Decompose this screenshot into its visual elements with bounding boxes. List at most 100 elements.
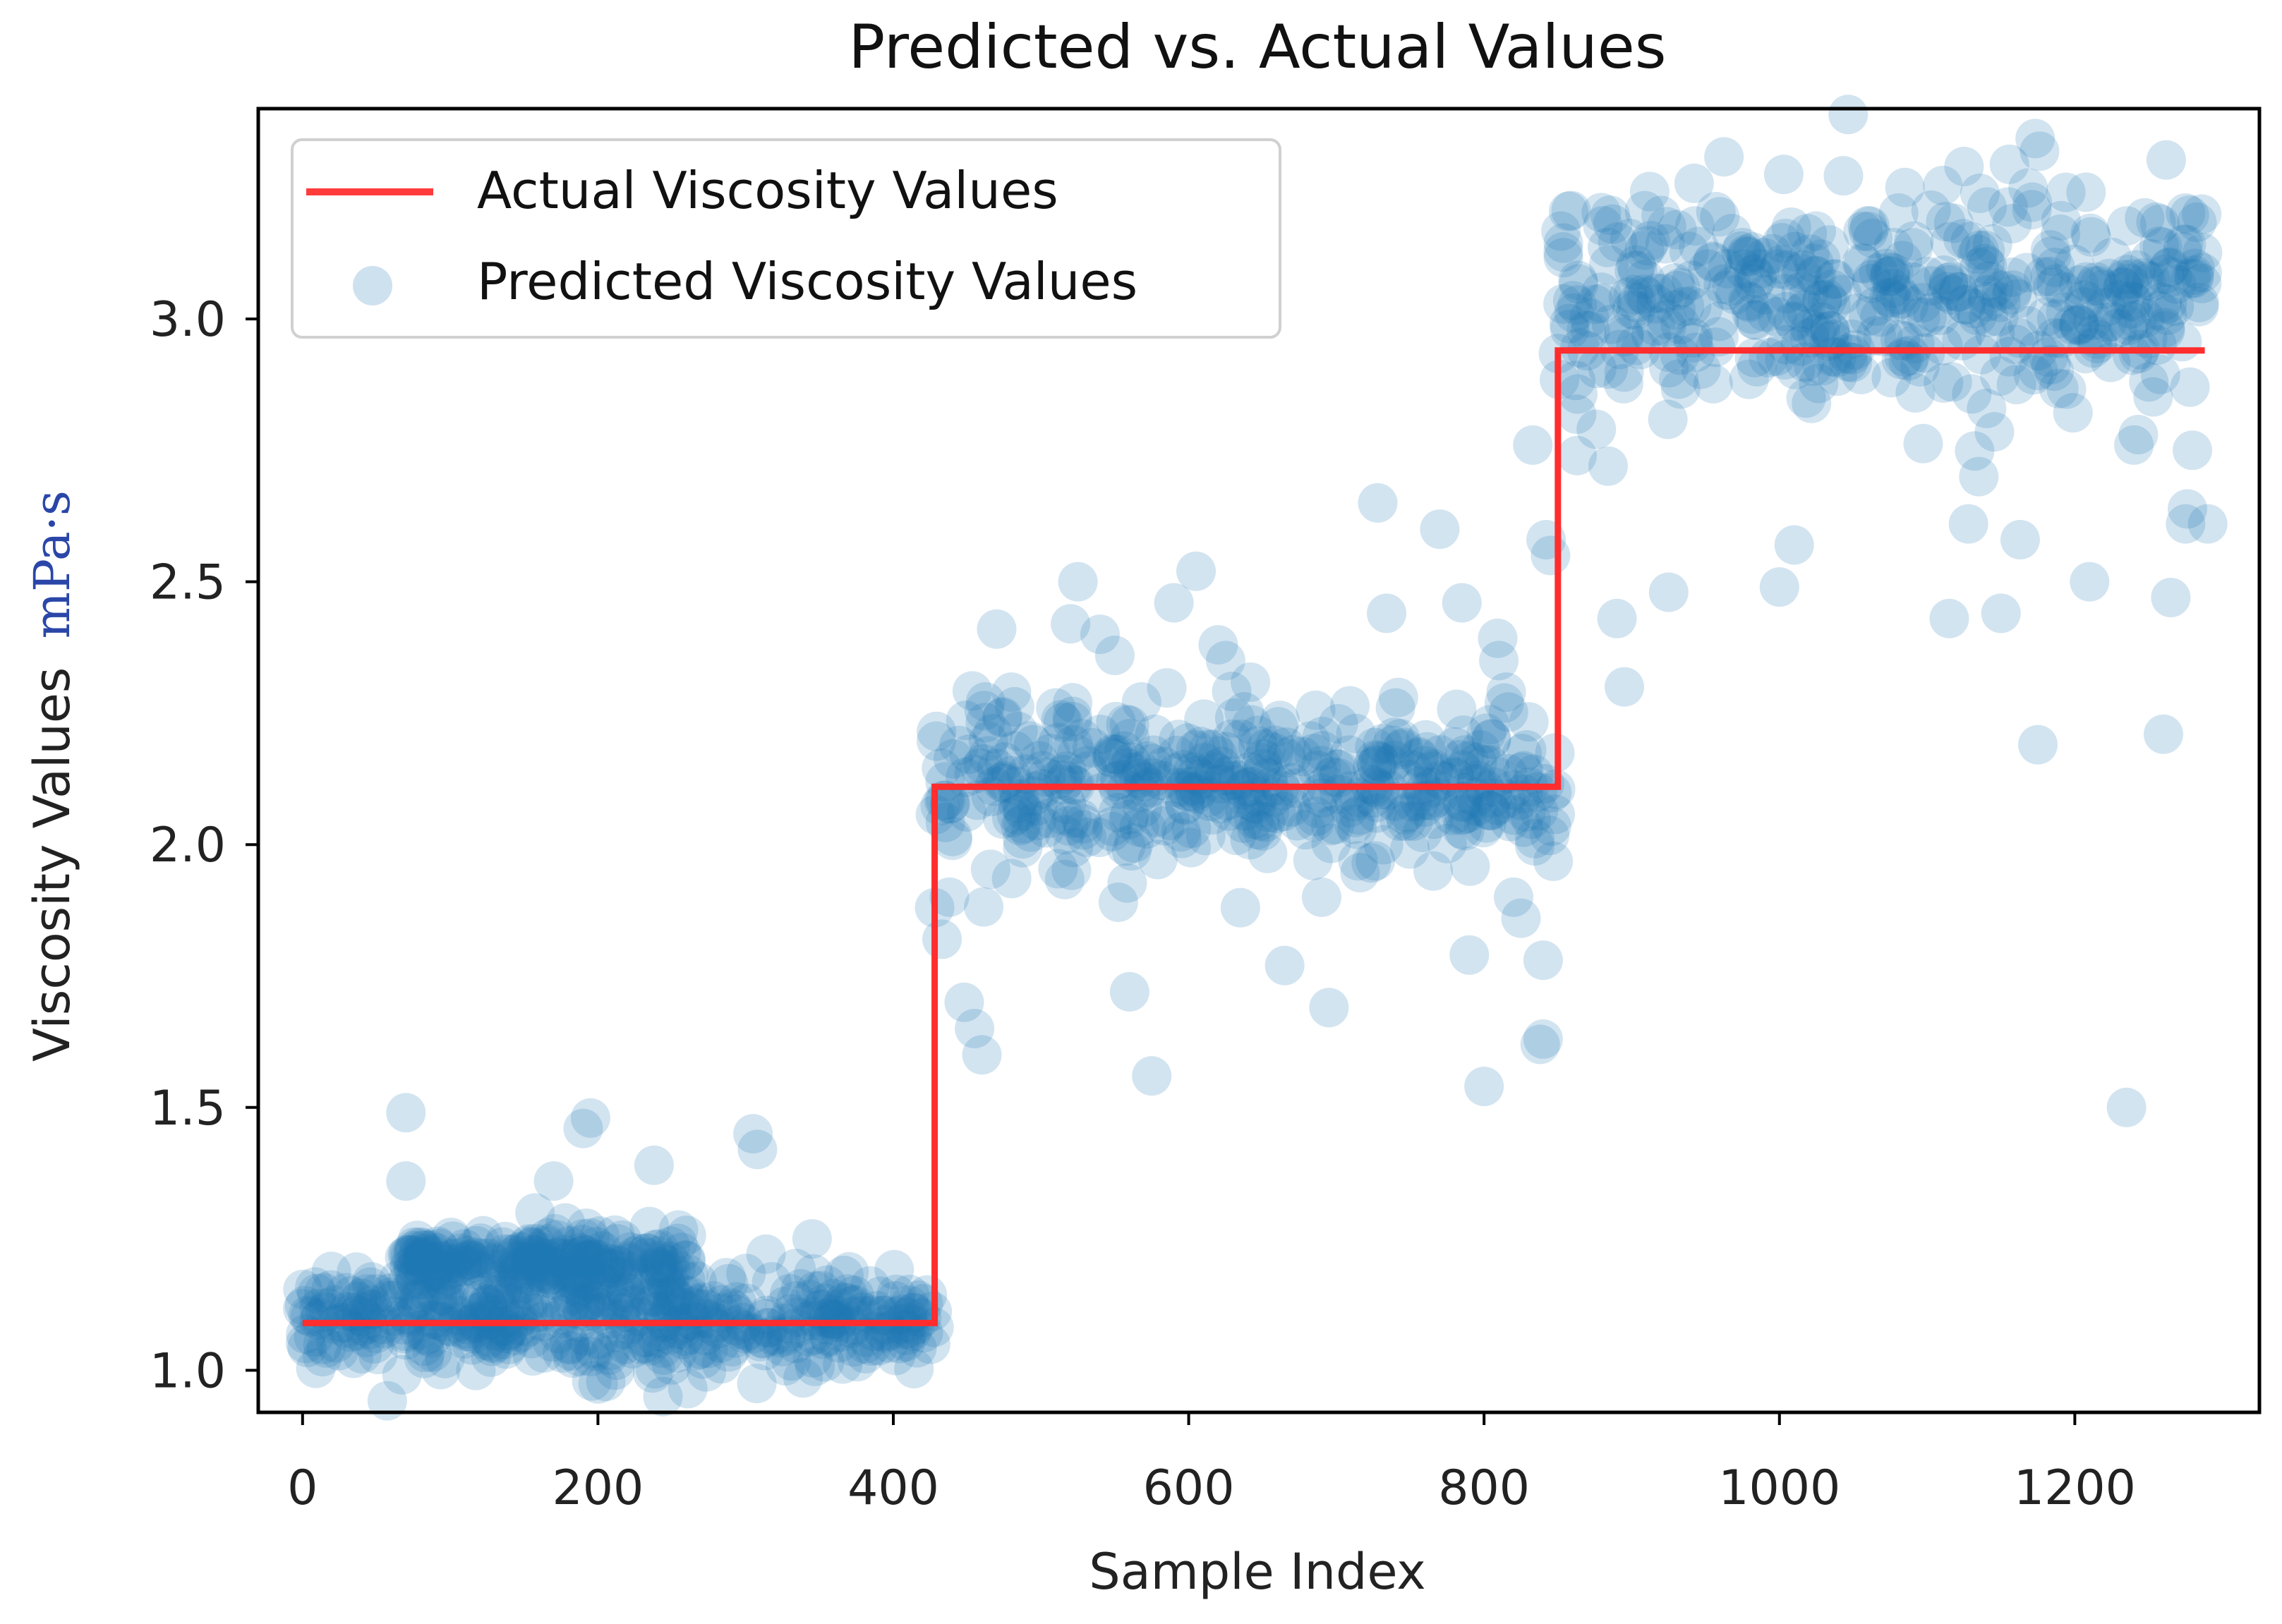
- predicted-point: [337, 1281, 378, 1321]
- predicted-point: [1850, 206, 1890, 246]
- legend-box: [291, 138, 1281, 339]
- predicted-point: [620, 1296, 660, 1336]
- predicted-point: [1566, 310, 1607, 351]
- predicted-point: [477, 1283, 517, 1323]
- predicted-point: [1254, 732, 1294, 772]
- predicted-point: [1732, 294, 1772, 334]
- predicted-point: [1407, 732, 1447, 772]
- predicted-point: [1841, 354, 1881, 394]
- predicted-point: [662, 1309, 702, 1350]
- predicted-point: [1052, 696, 1092, 737]
- predicted-point: [708, 1264, 749, 1304]
- predicted-point: [1660, 369, 1701, 409]
- predicted-point: [1249, 792, 1289, 832]
- predicted-point: [1303, 731, 1343, 771]
- predicted-point: [471, 1326, 512, 1367]
- predicted-point: [1195, 752, 1235, 792]
- predicted-point: [1967, 187, 2007, 227]
- predicted-point: [1696, 192, 1736, 232]
- predicted-point: [1587, 227, 1627, 267]
- predicted-outlier-point: [386, 1161, 426, 1201]
- predicted-point: [1464, 744, 1504, 784]
- predicted-point: [1053, 683, 1093, 723]
- predicted-outlier-point: [634, 1145, 674, 1185]
- predicted-point: [297, 1273, 337, 1314]
- predicted-point: [1144, 746, 1184, 787]
- x-tick-label: 0: [287, 1460, 318, 1516]
- predicted-point: [389, 1297, 429, 1338]
- predicted-outlier-point: [1036, 688, 1076, 728]
- predicted-point: [513, 1336, 553, 1376]
- predicted-point: [1316, 749, 1356, 789]
- predicted-point: [1612, 289, 1653, 329]
- predicted-point: [829, 1252, 869, 1292]
- predicted-point: [1732, 232, 1773, 272]
- y-tick-label: 2.0: [150, 818, 226, 873]
- predicted-point: [1726, 236, 1766, 277]
- predicted-point: [287, 1327, 327, 1367]
- predicted-point: [2033, 267, 2073, 308]
- predicted-point: [770, 1273, 810, 1314]
- predicted-point: [627, 1237, 667, 1278]
- predicted-point: [1557, 285, 1598, 325]
- predicted-point: [1852, 260, 1892, 300]
- predicted-point: [397, 1288, 437, 1328]
- predicted-point: [1386, 801, 1426, 842]
- predicted-point: [1243, 739, 1284, 779]
- predicted-point: [890, 1309, 930, 1349]
- predicted-point: [665, 1260, 706, 1300]
- predicted-point: [2130, 239, 2171, 279]
- predicted-point: [1171, 828, 1211, 868]
- predicted-point: [574, 1240, 614, 1280]
- predicted-point: [930, 784, 970, 824]
- predicted-point: [553, 1282, 593, 1322]
- predicted-point: [454, 1247, 494, 1287]
- predicted-point: [1557, 394, 1597, 435]
- predicted-point: [2123, 258, 2163, 298]
- predicted-point: [416, 1232, 457, 1273]
- predicted-point: [1194, 749, 1234, 789]
- predicted-point: [1413, 851, 1454, 891]
- predicted-point: [1231, 752, 1271, 792]
- predicted-point: [653, 1277, 693, 1317]
- predicted-point: [621, 1324, 661, 1364]
- predicted-point: [1624, 190, 1665, 231]
- predicted-point: [672, 1287, 713, 1327]
- predicted-point: [1548, 191, 1588, 231]
- predicted-point: [1581, 272, 1622, 313]
- predicted-point: [412, 1332, 452, 1372]
- predicted-point: [677, 1261, 717, 1302]
- predicted-outlier-point: [1597, 598, 1637, 638]
- predicted-point: [469, 1284, 509, 1324]
- predicted-point: [1672, 286, 1712, 326]
- predicted-point: [2113, 259, 2153, 299]
- predicted-point: [485, 1221, 526, 1261]
- predicted-outlier-point: [533, 1161, 574, 1201]
- predicted-outlier-point: [1367, 593, 1407, 634]
- predicted-point: [582, 1231, 622, 1271]
- predicted-point: [573, 1261, 613, 1302]
- predicted-point: [1998, 279, 2038, 319]
- predicted-point: [1712, 214, 1752, 254]
- predicted-point: [1965, 243, 2005, 284]
- predicted-point: [1413, 751, 1453, 792]
- predicted-point: [1771, 207, 1811, 248]
- predicted-outlier-point: [1154, 583, 1194, 623]
- predicted-point: [342, 1333, 382, 1374]
- predicted-point: [1098, 882, 1138, 922]
- predicted-point: [2046, 292, 2086, 332]
- predicted-point: [687, 1352, 727, 1392]
- predicted-point: [1802, 346, 1842, 386]
- predicted-point: [1911, 266, 1951, 306]
- predicted-point: [677, 1331, 717, 1371]
- predicted-point: [1045, 760, 1085, 800]
- predicted-point: [1907, 256, 1947, 296]
- predicted-point: [456, 1237, 496, 1278]
- predicted-outlier-point: [2143, 714, 2183, 754]
- predicted-point: [582, 1278, 622, 1318]
- predicted-point: [440, 1233, 481, 1273]
- predicted-point: [588, 1244, 629, 1284]
- predicted-outlier-point: [1576, 409, 1617, 449]
- predicted-point: [2145, 308, 2185, 348]
- predicted-point: [550, 1325, 590, 1365]
